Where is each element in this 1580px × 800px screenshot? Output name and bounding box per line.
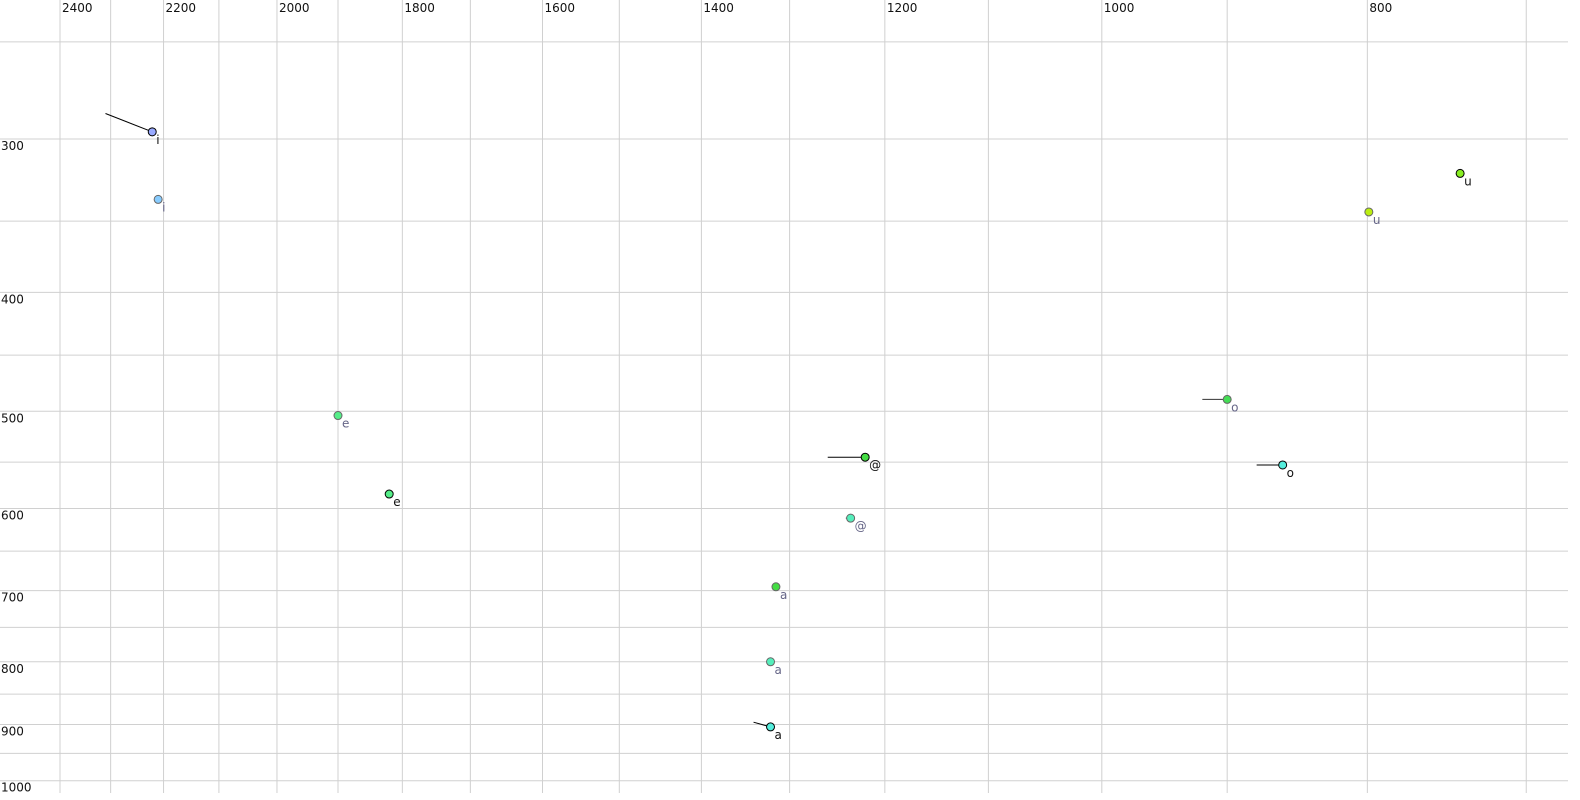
x-tick-label: 1600 xyxy=(545,1,576,15)
data-point-marker xyxy=(771,582,781,592)
data-point-marker xyxy=(1455,168,1465,178)
vowel-point-e: e xyxy=(384,489,401,509)
y-tick-label: 800 xyxy=(1,662,24,676)
data-point-marker xyxy=(153,194,163,204)
trajectory-line xyxy=(105,113,153,133)
vowel-label: a xyxy=(775,728,782,742)
x-tick-label: 1400 xyxy=(703,1,734,15)
data-point-marker xyxy=(766,722,776,732)
vowel-point-o: o xyxy=(1202,394,1239,414)
vowel-label: a xyxy=(775,663,782,677)
vowel-point-a: a xyxy=(766,657,782,677)
vowel-point-o: o xyxy=(1256,460,1294,480)
x-tick-label: 1800 xyxy=(404,1,435,15)
y-tick-label: 1000 xyxy=(1,781,32,795)
vowel-point-i: i xyxy=(105,113,160,147)
x-tick-label: 800 xyxy=(1369,1,1392,15)
vowel-label: a xyxy=(780,588,787,602)
y-tick-label: 600 xyxy=(1,508,24,522)
data-point-marker xyxy=(384,489,394,499)
data-point-marker xyxy=(846,513,856,523)
vowel-point-u: u xyxy=(1455,168,1472,188)
data-point-marker xyxy=(1364,207,1374,217)
vowel-point-schwa: @ xyxy=(845,513,867,533)
vowel-point-schwa: @ xyxy=(827,452,881,472)
y-axis-ticks: 300 400 500 600 700 800 900 1000 xyxy=(1,139,32,795)
y-tick-label: 300 xyxy=(1,139,24,153)
data-point-marker xyxy=(1278,460,1288,470)
y-tick-label: 900 xyxy=(1,725,24,739)
vowel-point-u: u xyxy=(1364,207,1381,227)
data-point-marker xyxy=(147,127,157,137)
data-points: i i u u e e @ @ a a a o o xyxy=(105,113,1472,742)
vowel-label: e xyxy=(393,495,400,509)
vowel-label: i xyxy=(156,133,159,147)
vowel-label: @ xyxy=(855,519,867,533)
vowel-label: e xyxy=(342,417,349,431)
vowel-point-a: a xyxy=(753,721,782,742)
vowel-label: u xyxy=(1373,213,1381,227)
data-point-marker xyxy=(766,657,776,667)
vowel-label: u xyxy=(1464,174,1472,188)
x-tick-label: 2200 xyxy=(166,1,197,15)
vowel-label: @ xyxy=(869,458,881,472)
data-point-marker xyxy=(333,411,343,421)
vowel-point-e: e xyxy=(333,411,349,431)
data-point-marker xyxy=(860,452,870,462)
vowel-label: i xyxy=(162,200,165,214)
x-tick-label: 2000 xyxy=(279,1,310,15)
x-axis-ticks: 2400 2200 2000 1800 1600 1400 1200 1000 800 xyxy=(62,1,1392,15)
vowel-point-i: i xyxy=(153,194,165,214)
x-tick-label: 2400 xyxy=(62,1,93,15)
y-tick-label: 700 xyxy=(1,591,24,605)
vowel-label: o xyxy=(1287,466,1294,480)
y-tick-label: 500 xyxy=(1,411,24,425)
data-point-marker xyxy=(1222,394,1232,404)
x-tick-label: 1000 xyxy=(1104,1,1135,15)
x-tick-label: 1200 xyxy=(887,1,918,15)
vowel-label: o xyxy=(1231,400,1238,414)
vowel-point-a: a xyxy=(771,582,787,602)
y-tick-label: 400 xyxy=(1,292,24,306)
